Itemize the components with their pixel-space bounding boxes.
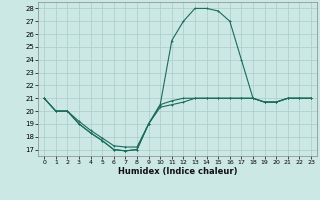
X-axis label: Humidex (Indice chaleur): Humidex (Indice chaleur) [118,167,237,176]
